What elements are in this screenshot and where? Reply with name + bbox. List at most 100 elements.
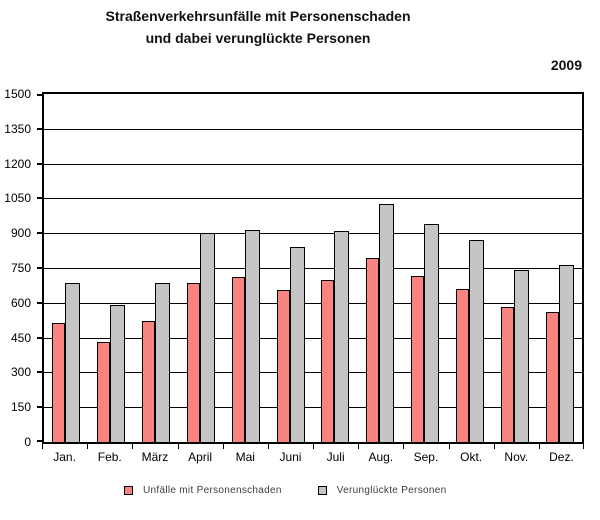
bar-unfaelle-juni xyxy=(276,290,290,442)
x-axis-tick xyxy=(493,444,495,449)
y-axis-tick xyxy=(37,94,42,96)
x-axis-label: März xyxy=(141,450,169,464)
bar-group-feb xyxy=(89,94,134,442)
chart-title-line2: und dabei verunglückte Personen xyxy=(145,30,371,46)
y-axis-tick xyxy=(37,336,42,339)
bar-unfaelle-mrz xyxy=(142,321,156,442)
bar-verungluckte-okt xyxy=(468,240,484,442)
chart-legend: Unfälle mit Personenschaden Verunglückte … xyxy=(124,485,446,496)
y-axis-label: 1500 xyxy=(4,87,31,101)
y-axis-tick xyxy=(37,267,42,269)
x-axis-tick xyxy=(87,444,89,449)
bar-unfaelle-mai xyxy=(231,277,245,442)
x-axis-tick xyxy=(42,444,43,449)
y-axis-ticks xyxy=(37,94,42,442)
bar-verungluckte-jan xyxy=(65,283,81,442)
bar-group-april xyxy=(178,94,223,442)
x-axis-labels: Jan. Feb. März April Mai Juni Juli Aug. Sep. Okt.… xyxy=(42,450,584,464)
y-axis-label: 150 xyxy=(10,400,31,415)
bar-verungluckte-mai xyxy=(244,229,260,442)
y-axis-label: 900 xyxy=(10,226,31,241)
bar-unfaelle-juli xyxy=(321,279,335,442)
legend-marker-icon xyxy=(124,486,133,495)
bar-unfaelle-sep xyxy=(411,276,425,442)
x-axis-tick xyxy=(313,444,314,449)
gridline xyxy=(44,268,582,269)
y-axis-tick xyxy=(37,127,42,130)
x-axis-label: Dez. xyxy=(549,450,574,464)
bar-verungluckte-nov xyxy=(513,270,529,442)
bar-unfaelle-april xyxy=(186,283,200,442)
y-axis-label: 1200 xyxy=(4,156,31,171)
y-axis-label: 300 xyxy=(10,365,31,380)
y-axis-tick xyxy=(37,406,42,409)
x-axis-tick xyxy=(358,444,360,449)
gridline xyxy=(44,128,582,130)
bar-unfaelle-jan xyxy=(52,322,66,442)
gridline xyxy=(44,337,582,339)
x-axis-label: Juli xyxy=(326,450,345,464)
y-axis-labels: 0 150 300 450 600 750 900 1050 1200 1350 1500 xyxy=(0,87,36,449)
x-axis-tick xyxy=(583,444,584,449)
y-axis-tick xyxy=(37,371,42,374)
y-axis-tick xyxy=(37,162,42,165)
x-axis-tick xyxy=(538,444,540,449)
bar-group-sep xyxy=(403,94,448,442)
bar-unfaelle-nov xyxy=(500,307,514,442)
x-axis-ticks xyxy=(42,444,584,449)
bar-group-juli xyxy=(313,94,358,442)
y-axis-tick xyxy=(37,440,42,442)
y-axis-tick xyxy=(37,301,42,304)
x-axis-label: April xyxy=(188,450,213,464)
y-axis-tick xyxy=(37,197,42,200)
y-axis-label: 0 xyxy=(24,435,31,449)
bar-group-nov xyxy=(492,94,537,442)
bar-unfaelle-feb xyxy=(97,342,111,442)
x-axis-tick xyxy=(267,444,269,449)
bar-series-container xyxy=(44,94,582,442)
bar-group-okt xyxy=(447,94,492,442)
bar-verungluckte-sep xyxy=(424,223,440,442)
x-axis-label: Nov. xyxy=(504,450,529,464)
x-axis-label: Sep. xyxy=(413,450,439,464)
bar-unfaelle-okt xyxy=(455,288,469,442)
bar-group-aug xyxy=(358,94,403,442)
bar-unfaelle-aug xyxy=(366,257,380,442)
bar-verungluckte-mrz xyxy=(155,283,171,442)
x-axis-label: Juni xyxy=(279,450,302,464)
bar-unfaelle-dez xyxy=(545,312,559,442)
bar-verungluckte-april xyxy=(199,233,215,442)
gridline xyxy=(44,233,582,235)
bar-group-juni xyxy=(268,94,313,442)
x-axis-tick xyxy=(177,444,179,449)
y-axis-label: 450 xyxy=(10,330,31,345)
year-label: 2009 xyxy=(550,57,582,73)
x-axis-label: Feb. xyxy=(97,450,122,464)
legend-marker-icon xyxy=(317,486,327,495)
y-axis-label: 1350 xyxy=(4,121,31,136)
chart-title-line1: Straßenverkehrsunfälle mit Personenschad… xyxy=(105,8,411,24)
plot-area xyxy=(42,92,584,444)
legend-label: Verunglückte Personen xyxy=(336,485,447,496)
x-axis-label: Mai xyxy=(235,450,255,464)
bar-group-mrz xyxy=(134,94,179,442)
bar-verungluckte-juni xyxy=(289,247,305,442)
legend-item-unfaelle: Unfälle mit Personenschaden xyxy=(124,485,282,496)
bar-verungluckte-aug xyxy=(379,204,395,442)
bar-group-dez xyxy=(537,94,582,442)
x-axis-label: Jan. xyxy=(53,450,76,464)
x-axis-label: Aug. xyxy=(368,450,394,464)
x-axis-tick xyxy=(222,444,224,449)
gridline xyxy=(44,407,582,409)
x-axis-tick xyxy=(403,444,405,449)
y-axis-label: 600 xyxy=(10,295,31,310)
legend-label: Unfälle mit Personenschaden xyxy=(143,485,282,496)
gridline xyxy=(44,372,582,374)
bar-verungluckte-dez xyxy=(558,264,574,442)
legend-item-verungluckte: Verunglückte Personen xyxy=(317,485,447,496)
bar-verungluckte-juli xyxy=(334,230,350,442)
chart-title: Straßenverkehrsunfälle mit Personenschad… xyxy=(0,5,516,49)
bar-group-jan xyxy=(44,94,89,442)
x-axis-tick xyxy=(448,444,450,449)
